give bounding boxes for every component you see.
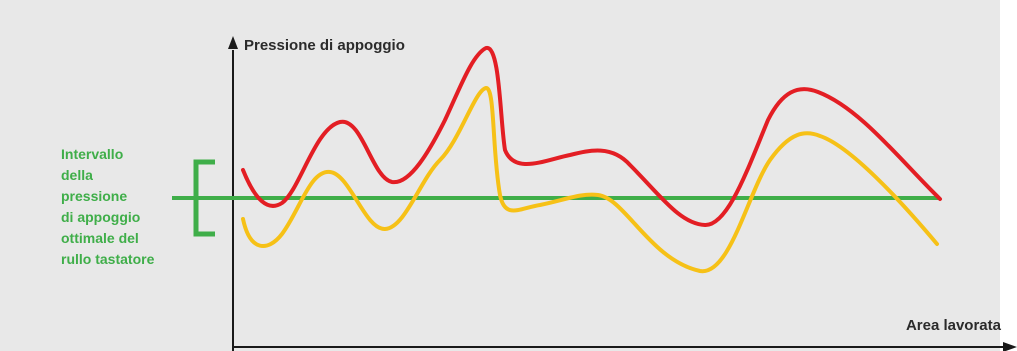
yellow-curve xyxy=(241,86,939,274)
x-axis-label: Area lavorata xyxy=(906,317,1002,334)
x-axis-arrow xyxy=(1003,342,1017,351)
red-curve xyxy=(241,46,942,228)
optimal-range-label-line: pressione xyxy=(61,188,127,204)
optimal-range-label-line: della xyxy=(61,167,93,183)
optimal-range-label-line: Intervallo xyxy=(61,146,123,162)
optimal-range-label-line: rullo tastatore xyxy=(61,251,155,267)
optimal-range-label-line: ottimale del xyxy=(61,230,139,246)
y-axis-arrow xyxy=(228,36,238,49)
y-axis-label: Pressione di appoggio xyxy=(244,37,405,54)
optimal-range-label-line: di appoggio xyxy=(61,209,140,225)
optimal-range-label: Intervallo della pressione di appoggio o… xyxy=(61,146,155,267)
